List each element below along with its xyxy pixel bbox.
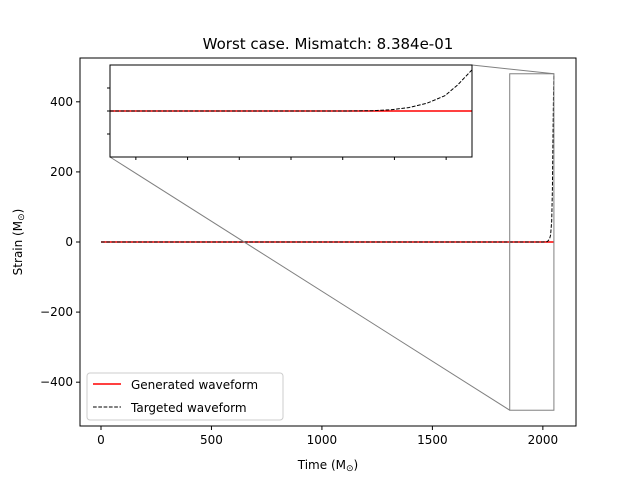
x-axis-label: Time (M⊙) — [297, 458, 358, 474]
x-tick-label: 500 — [200, 433, 223, 447]
legend: Generated waveform Targeted waveform — [86, 372, 284, 421]
main-plot-area: 0 500 1000 1500 2000 −400 −200 0 200 400 — [40, 57, 577, 447]
y-axis-label-sub: ⊙ — [17, 213, 27, 221]
x-tick-label: 1500 — [417, 433, 448, 447]
x-tick-label: 0 — [97, 433, 105, 447]
y-tick-label: 0 — [65, 235, 73, 249]
zoom-connector-line — [109, 156, 510, 411]
zoom-connector-line — [471, 64, 554, 75]
legend-label-targeted: Targeted waveform — [130, 401, 247, 415]
x-axis-label-text: Time (M — [297, 458, 346, 472]
main-series-layer — [101, 73, 555, 243]
x-tick-label: 1000 — [307, 433, 338, 447]
y-tick-label: −400 — [40, 375, 73, 389]
y-axis-label: Strain (M⊙) — [11, 209, 27, 276]
y-axis-ticks: −400 −200 0 200 400 — [40, 95, 80, 389]
x-axis-label-sub: ⊙ — [346, 464, 354, 474]
y-tick-label: 400 — [50, 95, 73, 109]
inset-plot — [107, 64, 473, 160]
main-axes-frame — [79, 57, 577, 427]
y-axis-label-close: ) — [11, 209, 25, 214]
y-tick-label: −200 — [40, 305, 73, 319]
x-axis-ticks: 0 500 1000 1500 2000 — [97, 426, 558, 447]
legend-box — [86, 372, 284, 421]
y-tick-label: 200 — [50, 165, 73, 179]
series-line-targeted — [101, 73, 555, 243]
zoom-region-box — [509, 73, 555, 411]
inset-axes-frame — [109, 64, 473, 158]
y-axis-label-text: Strain (M — [11, 221, 25, 275]
x-axis-label-close: ) — [354, 458, 359, 472]
x-tick-label: 2000 — [528, 433, 559, 447]
inset-series-layer — [110, 69, 473, 112]
zoom-indicator — [109, 64, 555, 411]
chart-title: Worst case. Mismatch: 8.384e-01 — [203, 35, 454, 53]
inset-series-line-targeted — [110, 69, 473, 112]
legend-label-generated: Generated waveform — [131, 378, 258, 392]
